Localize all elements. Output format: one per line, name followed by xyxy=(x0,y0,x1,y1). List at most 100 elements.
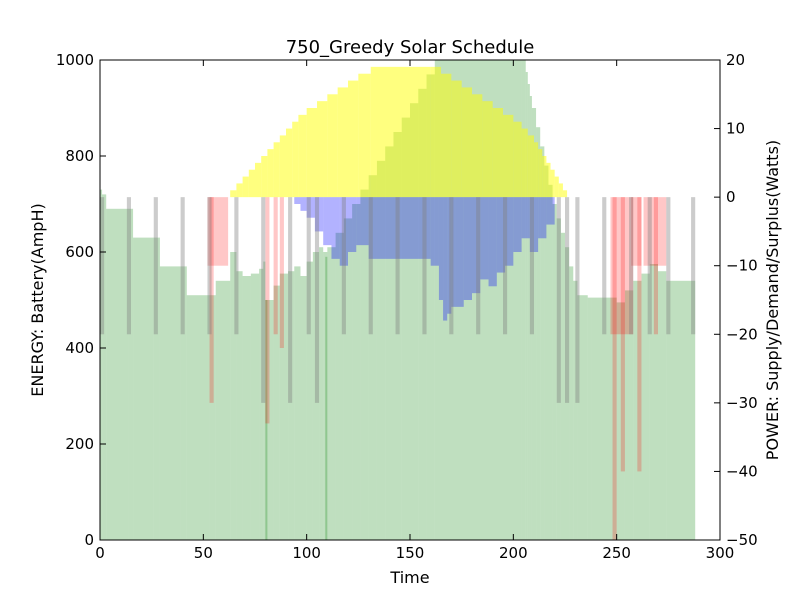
supply-bar xyxy=(279,135,286,198)
supply-bar xyxy=(542,156,547,198)
spike-bar xyxy=(422,197,427,335)
battery-bar xyxy=(300,276,307,540)
supply-bar xyxy=(492,108,503,198)
supply-bar xyxy=(503,114,514,198)
battery-bar xyxy=(529,96,532,540)
x-tick-label: 50 xyxy=(194,544,213,562)
spike-bar xyxy=(503,197,508,335)
surplus-bar xyxy=(488,197,497,287)
surplus-bar xyxy=(505,197,514,266)
demand-bar xyxy=(612,197,617,540)
battery-bar xyxy=(327,247,336,540)
battery-bar xyxy=(279,273,289,540)
supply-bar xyxy=(550,169,555,198)
y-right-tick-label: 20 xyxy=(726,51,745,69)
y-left-tick-label: 200 xyxy=(65,435,94,453)
battery-bar xyxy=(531,108,537,540)
spike-bar xyxy=(100,197,105,335)
demand-bar xyxy=(610,197,634,335)
x-tick-label: 200 xyxy=(499,544,528,562)
battery-bar xyxy=(106,208,129,541)
supply-bar xyxy=(317,101,328,198)
battery-bar xyxy=(186,295,210,540)
battery-bar xyxy=(544,165,549,540)
x-tick-label: 250 xyxy=(602,544,631,562)
x-tick-label: 100 xyxy=(292,544,321,562)
battery-bar xyxy=(616,302,625,540)
chart-title: 750_Greedy Solar Schedule xyxy=(286,37,535,58)
spike-bar xyxy=(565,197,570,403)
y-right-tick-label: 10 xyxy=(726,120,745,138)
spike-bar xyxy=(666,197,671,335)
battery-bar xyxy=(610,297,617,540)
supply-bar xyxy=(370,66,379,198)
spike-bar xyxy=(341,197,346,335)
y-right-tick-label: −20 xyxy=(726,325,758,343)
y-axis-right-label: POWER: Supply/Demand/Surplus(Watts) xyxy=(763,140,782,460)
supply-bar xyxy=(248,169,255,198)
y-left-tick-label: 600 xyxy=(65,243,94,261)
supply-bar xyxy=(562,190,568,198)
spike-bar xyxy=(476,197,481,335)
supply-bar xyxy=(538,149,543,198)
surplus-bar xyxy=(331,197,340,259)
surplus-bar xyxy=(529,197,539,252)
battery-bar xyxy=(410,103,419,540)
supply-bar xyxy=(255,162,262,198)
battery-bar xyxy=(649,264,658,540)
battery-bar xyxy=(250,273,260,540)
demand-bar xyxy=(279,197,284,348)
spike-bar xyxy=(261,197,266,403)
supply-bar xyxy=(261,156,268,198)
battery-bar xyxy=(215,280,231,540)
supply-bar xyxy=(292,121,299,198)
supply-bar xyxy=(236,183,243,198)
spike-bar xyxy=(306,197,311,335)
y-left-tick-label: 1000 xyxy=(56,51,94,69)
supply-bar xyxy=(527,135,534,198)
supply-bar xyxy=(441,73,452,198)
surplus-bar xyxy=(339,197,348,266)
surplus-bar xyxy=(472,197,481,294)
supply-bar xyxy=(554,176,559,198)
spike-bar xyxy=(691,197,696,335)
spike-bar xyxy=(234,197,239,335)
battery-dip-bar xyxy=(265,300,268,540)
battery-bar xyxy=(548,184,553,541)
supply-bar xyxy=(230,190,237,198)
surplus-bar xyxy=(513,197,522,252)
supply-bar xyxy=(482,101,493,198)
battery-bar xyxy=(587,297,592,540)
battery-bar xyxy=(556,218,561,540)
battery-bar xyxy=(288,271,295,540)
battery-bar xyxy=(209,295,216,540)
battery-bar xyxy=(323,252,328,540)
battery-bar xyxy=(236,271,243,540)
spike-bar xyxy=(180,197,185,335)
x-tick-label: 300 xyxy=(706,544,735,562)
surplus-bar xyxy=(356,197,369,246)
supply-bar xyxy=(337,87,348,198)
surplus-bar xyxy=(314,197,324,232)
battery-bar xyxy=(360,189,369,540)
spike-bar xyxy=(368,197,373,335)
battery-bar xyxy=(552,204,557,540)
supply-bar xyxy=(558,183,563,198)
battery-bar xyxy=(376,160,386,541)
battery-dip-bar xyxy=(325,256,328,540)
battery-bar xyxy=(180,266,187,540)
supply-bar xyxy=(513,121,522,198)
battery-bar xyxy=(368,175,377,540)
x-tick-label: 150 xyxy=(396,544,425,562)
y-left-tick-label: 800 xyxy=(65,147,94,165)
surplus-bar xyxy=(443,197,448,321)
spike-bar xyxy=(629,197,634,335)
battery-bar xyxy=(525,72,528,540)
spike-bar xyxy=(153,197,158,335)
surplus-bar xyxy=(496,197,506,273)
battery-bar xyxy=(591,297,611,540)
y-axis-right-ticks: −50 −40 −30 −20 −10 0 10 20 xyxy=(714,51,758,549)
surplus-bar xyxy=(300,197,307,211)
supply-bar xyxy=(461,87,472,198)
demand-series xyxy=(207,197,667,540)
